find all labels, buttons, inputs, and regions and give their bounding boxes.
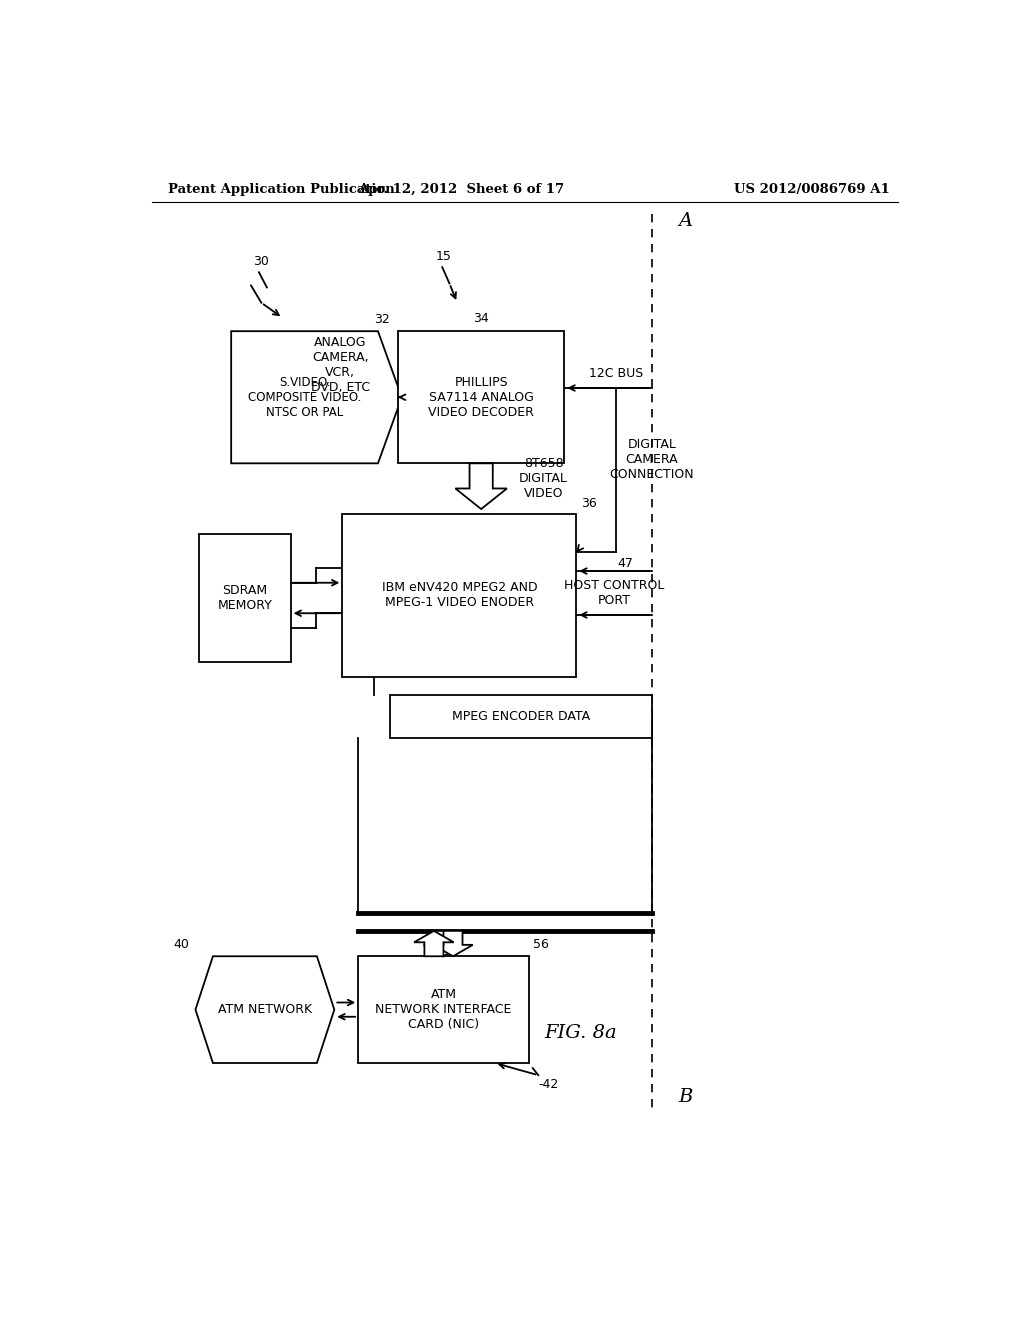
Text: B: B — [678, 1088, 692, 1106]
Text: Apr. 12, 2012  Sheet 6 of 17: Apr. 12, 2012 Sheet 6 of 17 — [358, 183, 564, 197]
Text: IBM eNV420 MPEG2 AND
MPEG-1 VIDEO ENODER: IBM eNV420 MPEG2 AND MPEG-1 VIDEO ENODER — [382, 581, 538, 610]
Text: -42: -42 — [539, 1078, 558, 1092]
Text: A: A — [678, 213, 692, 231]
Text: MPEG ENCODER DATA: MPEG ENCODER DATA — [452, 710, 590, 723]
Text: SDRAM
MEMORY: SDRAM MEMORY — [218, 583, 272, 612]
Text: PHILLIPS
SA7114 ANALOG
VIDEO DECODER: PHILLIPS SA7114 ANALOG VIDEO DECODER — [428, 376, 535, 418]
Text: 30: 30 — [253, 255, 268, 268]
Text: 40: 40 — [173, 939, 189, 952]
Polygon shape — [196, 956, 334, 1063]
Bar — [397, 331, 564, 463]
Text: 12C BUS: 12C BUS — [589, 367, 643, 380]
Text: ATM NETWORK: ATM NETWORK — [218, 1003, 312, 1016]
Text: ANALOG
CAMERA,
VCR,
DVD, ETC: ANALOG CAMERA, VCR, DVD, ETC — [310, 337, 370, 395]
Text: Patent Application Publication: Patent Application Publication — [168, 183, 394, 197]
Polygon shape — [231, 331, 401, 463]
Text: 8T658
DIGITAL
VIDEO: 8T658 DIGITAL VIDEO — [519, 457, 568, 500]
Polygon shape — [424, 931, 463, 956]
Text: ATM
NETWORK INTERFACE
CARD (NIC): ATM NETWORK INTERFACE CARD (NIC) — [375, 989, 512, 1031]
Text: FIG. 8a: FIG. 8a — [544, 1023, 616, 1041]
Polygon shape — [456, 463, 507, 510]
Bar — [342, 515, 577, 677]
Text: DIGITAL
CAMERA
CONNECTION: DIGITAL CAMERA CONNECTION — [609, 438, 694, 480]
Polygon shape — [414, 931, 454, 956]
Text: 47: 47 — [617, 557, 634, 570]
Text: US 2012/0086769 A1: US 2012/0086769 A1 — [734, 183, 890, 197]
Text: 34: 34 — [473, 312, 489, 325]
Bar — [390, 696, 652, 738]
Text: 15: 15 — [436, 249, 452, 263]
Bar — [200, 535, 291, 661]
Text: 36: 36 — [582, 498, 597, 510]
Text: S.VIDEO.
COMPOSITE VIDEO.
NTSC OR PAL: S.VIDEO. COMPOSITE VIDEO. NTSC OR PAL — [248, 376, 361, 418]
Bar — [358, 956, 528, 1063]
Text: 56: 56 — [532, 939, 549, 952]
Polygon shape — [433, 931, 473, 956]
Text: 32: 32 — [374, 313, 390, 326]
Text: HOST CONTROL
PORT: HOST CONTROL PORT — [564, 579, 665, 607]
